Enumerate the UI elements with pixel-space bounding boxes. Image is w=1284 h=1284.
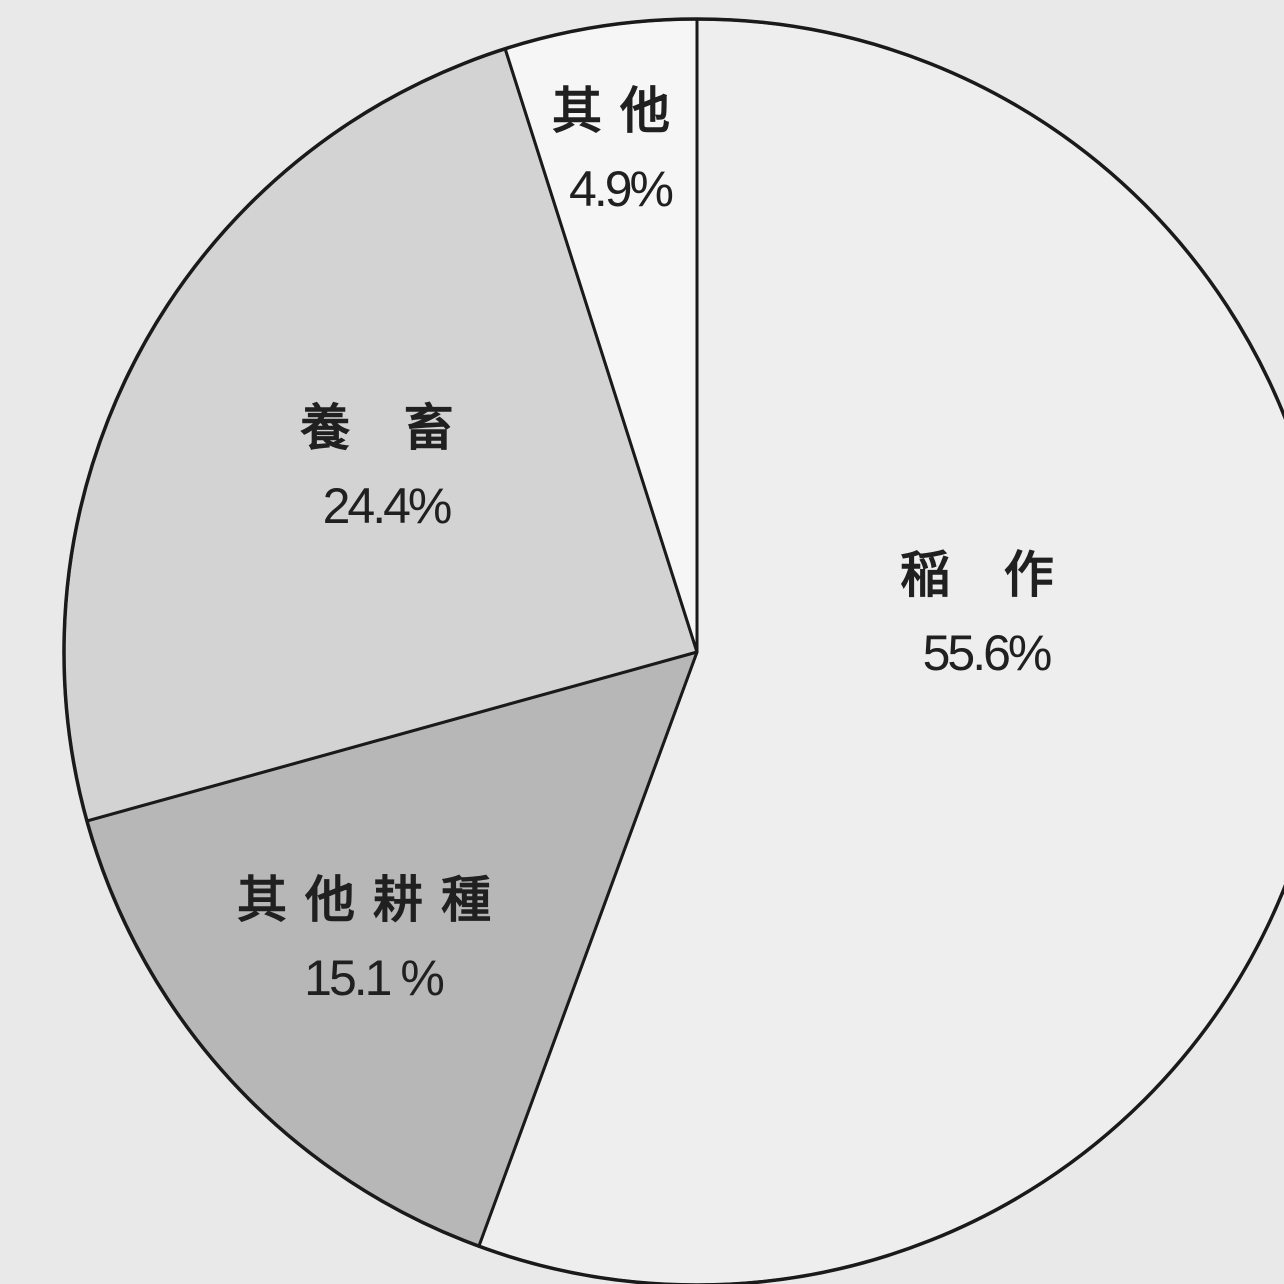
slice-value-label-2: 24.4% xyxy=(323,478,451,534)
slice-label-2: 養 畜 xyxy=(300,399,471,457)
slice-value-label-1: 15.1 % xyxy=(304,950,443,1006)
slice-label-0: 稲 作 xyxy=(900,546,1071,604)
slice-label-3: 其他 xyxy=(552,82,688,140)
slice-value-label-3: 4.9% xyxy=(569,161,673,217)
slice-label-1: 其他耕種 xyxy=(237,871,509,929)
slice-value-label-0: 55.6% xyxy=(923,625,1051,681)
labels-layer: 稲 作 55.6% 其他耕種 15.1 % 養 畜 24.4% 其他 4.9% xyxy=(237,82,1071,1006)
slices-layer xyxy=(62,17,1284,1284)
pie-outline xyxy=(62,17,1284,1284)
